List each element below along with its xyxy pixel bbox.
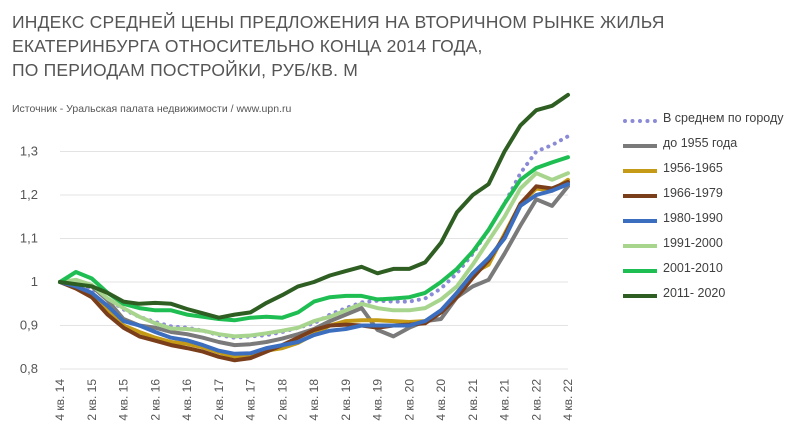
y-tick-label: 0,8 (20, 361, 38, 376)
x-tick-label: 2 кв. 22 (529, 379, 543, 421)
x-tick-label: 2 кв. 16 (148, 379, 162, 421)
x-tick-label: 4 кв. 21 (498, 379, 512, 421)
x-tick-label: 2 кв. 21 (466, 379, 480, 421)
x-tick-label: 4 кв. 16 (180, 379, 194, 421)
x-tick-label: 2 кв. 19 (339, 379, 353, 421)
y-tick-label: 1,1 (20, 231, 38, 246)
x-tick-label: 2 кв. 20 (402, 379, 416, 421)
series-line (58, 179, 570, 363)
title-line-1: ИНДЕКС СРЕДНЕЙ ЦЕНЫ ПРЕДЛОЖЕНИЯ НА ВТОРИ… (12, 12, 665, 32)
x-tick-label: 2 кв. 15 (85, 379, 99, 421)
legend-label: 1956-1965 (663, 161, 723, 175)
legend-swatch (623, 294, 657, 298)
x-tick-label: 4 кв. 20 (434, 379, 448, 421)
x-tick-label: 2 кв. 17 (212, 379, 226, 421)
legend-label: 2011- 2020 (663, 286, 726, 300)
legend-label: до 1955 года (663, 136, 738, 150)
legend-item: 1991-2000 (623, 235, 798, 255)
legend-swatch (623, 144, 657, 148)
legend-item: 1956-1965 (623, 160, 798, 180)
legend-label: 1966-1979 (663, 186, 723, 200)
legend-item: до 1955 года (623, 135, 798, 155)
legend-label: 1991-2000 (663, 236, 723, 250)
title-line-3: ПО ПЕРИОДАМ ПОСТРОЙКИ, РУБ/КВ. М (12, 60, 358, 80)
x-tick-label: 4 кв. 14 (53, 379, 67, 421)
legend-swatch (623, 244, 657, 248)
legend-swatch (623, 194, 657, 198)
legend-swatch (623, 219, 657, 223)
series-line (58, 155, 570, 323)
title-line-2: ЕКАТЕРИНБУРГА ОТНОСИТЕЛЬНО КОНЦА 2014 ГО… (12, 36, 483, 56)
legend-label: 1980-1990 (663, 211, 723, 225)
y-tick-label: 1 (31, 274, 38, 289)
legend-item: 1980-1990 (623, 210, 798, 230)
legend-label: 2001-2010 (663, 261, 723, 275)
legend-label: В среднем по городу (663, 111, 784, 125)
x-tick-label: 2 кв. 18 (275, 379, 289, 421)
y-tick-label: 0,9 (20, 318, 38, 333)
series-line (58, 182, 570, 356)
legend-item: 1966-1979 (623, 185, 798, 205)
x-tick-label: 4 кв. 17 (244, 379, 258, 421)
series-line (58, 92, 570, 320)
legend-swatch (623, 169, 657, 173)
legend-item: В среднем по городу (623, 110, 798, 130)
chart-title: ИНДЕКС СРЕДНЕЙ ЦЕНЫ ПРЕДЛОЖЕНИЯ НА ВТОРИ… (12, 10, 672, 82)
source-note: Источник - Уральская палата недвижимости… (12, 103, 292, 115)
x-tick-label: 4 кв. 18 (307, 379, 321, 421)
series-line (58, 171, 570, 339)
x-tick-label: 4 кв. 15 (117, 379, 131, 421)
y-tick-label: 1,3 (20, 144, 38, 159)
x-tick-label: 4 кв. 19 (371, 379, 385, 421)
legend-item: 2011- 2020 (623, 285, 798, 305)
x-tick-label: 4 кв. 22 (561, 379, 575, 421)
legend-swatch (623, 119, 657, 123)
legend-swatch (623, 269, 657, 273)
y-tick-label: 1,2 (20, 187, 38, 202)
legend-item: 2001-2010 (623, 260, 798, 280)
